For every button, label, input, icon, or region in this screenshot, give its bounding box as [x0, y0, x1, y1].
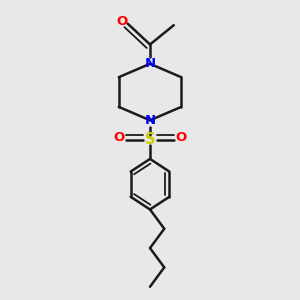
Text: N: N	[144, 57, 156, 70]
Text: S: S	[145, 132, 155, 147]
Text: O: O	[176, 131, 187, 144]
Text: O: O	[113, 131, 124, 144]
Text: N: N	[144, 114, 156, 127]
Text: O: O	[117, 15, 128, 28]
